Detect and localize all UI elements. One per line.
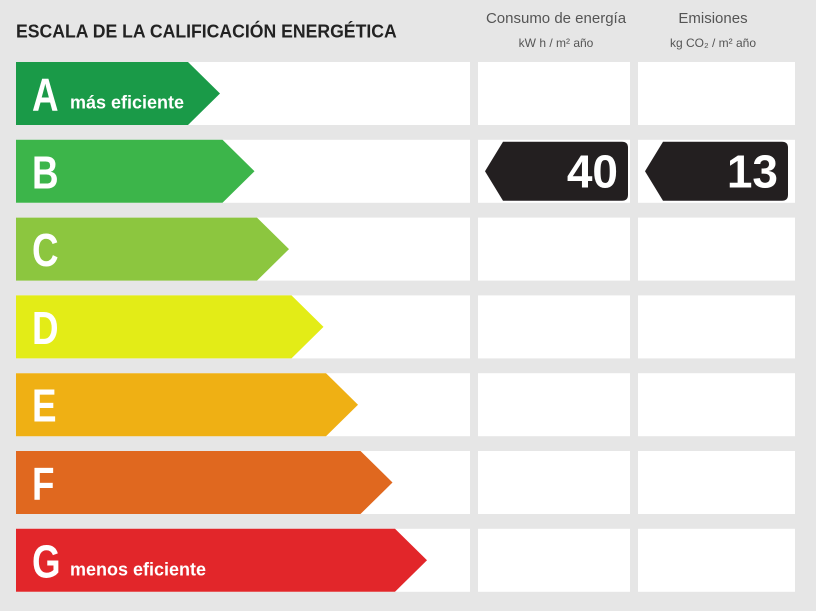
label-title: ESCALA DE LA CALIFICACIÓN ENERGÉTICA xyxy=(16,21,397,42)
value-box xyxy=(478,62,630,125)
column-unit: kW h / m² año xyxy=(519,36,594,50)
value-box xyxy=(638,62,795,125)
rating-arrow xyxy=(16,62,220,125)
rating-value: 40 xyxy=(567,145,618,197)
value-box xyxy=(638,528,795,592)
rating-note: más eficiente xyxy=(70,93,184,113)
rating-letter: C xyxy=(32,224,59,276)
value-box xyxy=(638,373,795,437)
column-title: Consumo de energía xyxy=(486,10,627,27)
rating-arrow xyxy=(16,528,427,592)
rating-arrow xyxy=(16,217,289,281)
rating-badge xyxy=(645,141,788,201)
value-box xyxy=(638,217,795,281)
value-box xyxy=(638,295,795,359)
rating-letter: F xyxy=(32,458,54,510)
column-title: Emisiones xyxy=(678,10,747,27)
rating-arrow xyxy=(16,295,324,359)
value-box xyxy=(478,451,630,514)
rating-arrow xyxy=(16,139,255,203)
rating-letter: G xyxy=(32,535,61,587)
rating-note: menos eficiente xyxy=(70,559,206,579)
rating-arrow xyxy=(16,451,393,514)
value-box xyxy=(638,451,795,514)
value-box xyxy=(478,373,630,437)
column-unit: kg CO₂ / m² año xyxy=(670,36,756,50)
rating-value: 13 xyxy=(727,145,778,197)
value-box xyxy=(478,528,630,592)
rating-badge xyxy=(485,141,628,201)
rating-arrow xyxy=(16,373,358,437)
rating-letter: B xyxy=(32,146,59,198)
rating-letter: A xyxy=(32,69,59,121)
rating-letter: E xyxy=(32,380,57,432)
value-box xyxy=(478,295,630,359)
rating-letter: D xyxy=(32,302,59,354)
value-box xyxy=(478,217,630,281)
